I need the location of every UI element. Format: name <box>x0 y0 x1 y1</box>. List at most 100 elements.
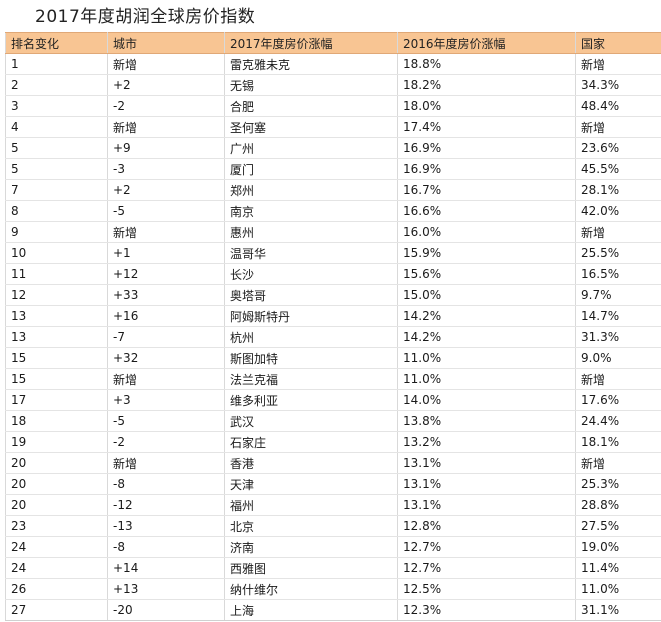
cell-rank-change: 13 <box>5 326 108 348</box>
cell-2017-growth: 上海 <box>224 599 398 621</box>
cell-2016-growth: 18.2% <box>397 74 576 96</box>
cell-city: +33 <box>107 284 225 306</box>
cell-2017-growth: 阿姆斯特丹 <box>224 305 398 327</box>
table-body: 1 新增 雷克雅未克 18.8% 新增 2 +2 无锡 18.2% 34.3% 3 -2 合肥 18.0%… <box>5 53 661 621</box>
table-row: 27 -20 上海 12.3% 31.1% <box>5 599 661 621</box>
cell-rank-change: 8 <box>5 200 108 222</box>
cell-country: 25.3% <box>575 473 661 495</box>
cell-2016-growth: 12.3% <box>397 599 576 621</box>
column-header-rank-change[interactable]: 排名变化 <box>5 32 108 54</box>
cell-country: 24.4% <box>575 410 661 432</box>
column-header-2016-growth[interactable]: 2016年度房价涨幅 <box>397 32 576 54</box>
cell-2017-growth: 福州 <box>224 494 398 516</box>
column-header-city[interactable]: 城市 <box>107 32 225 54</box>
cell-rank-change: 4 <box>5 116 108 138</box>
cell-country: 31.1% <box>575 599 661 621</box>
cell-city: +16 <box>107 305 225 327</box>
cell-country: 16.5% <box>575 263 661 285</box>
cell-rank-change: 3 <box>5 95 108 117</box>
ranking-table: 排名变化 城市 2017年度房价涨幅 2016年度房价涨幅 国家 1 新增 雷克雅未… <box>5 32 661 621</box>
table-row: 15 新增 法兰克福 11.0% 新增 <box>5 368 661 390</box>
cell-city: +9 <box>107 137 225 159</box>
cell-city: +1 <box>107 242 225 264</box>
cell-country: 新增 <box>575 368 661 390</box>
cell-country: 18.1% <box>575 431 661 453</box>
cell-city: 新增 <box>107 53 225 75</box>
column-header-country[interactable]: 国家 <box>575 32 661 54</box>
cell-city: -20 <box>107 599 225 621</box>
cell-city: +12 <box>107 263 225 285</box>
cell-2016-growth: 13.1% <box>397 494 576 516</box>
cell-rank-change: 20 <box>5 494 108 516</box>
cell-2016-growth: 15.6% <box>397 263 576 285</box>
cell-country: 23.6% <box>575 137 661 159</box>
cell-2016-growth: 18.8% <box>397 53 576 75</box>
cell-rank-change: 20 <box>5 473 108 495</box>
cell-2016-growth: 15.0% <box>397 284 576 306</box>
cell-2017-growth: 法兰克福 <box>224 368 398 390</box>
cell-2016-growth: 15.9% <box>397 242 576 264</box>
cell-city: -8 <box>107 473 225 495</box>
cell-2016-growth: 12.8% <box>397 515 576 537</box>
cell-2016-growth: 16.9% <box>397 158 576 180</box>
page-title: 2017年度胡润全球房价指数 <box>35 7 256 27</box>
cell-rank-change: 15 <box>5 368 108 390</box>
cell-rank-change: 2 <box>5 74 108 96</box>
cell-2016-growth: 12.7% <box>397 536 576 558</box>
cell-country: 新增 <box>575 116 661 138</box>
cell-rank-change: 20 <box>5 452 108 474</box>
table-row: 5 +9 广州 16.9% 23.6% <box>5 137 661 159</box>
table-row: 10 +1 温哥华 15.9% 25.5% <box>5 242 661 264</box>
cell-2016-growth: 14.2% <box>397 305 576 327</box>
cell-2016-growth: 11.0% <box>397 368 576 390</box>
cell-rank-change: 5 <box>5 137 108 159</box>
cell-2017-growth: 武汉 <box>224 410 398 432</box>
cell-country: 新增 <box>575 53 661 75</box>
cell-2016-growth: 13.1% <box>397 473 576 495</box>
cell-2017-growth: 北京 <box>224 515 398 537</box>
table-row: 19 -2 石家庄 13.2% 18.1% <box>5 431 661 453</box>
cell-2017-growth: 广州 <box>224 137 398 159</box>
cell-rank-change: 24 <box>5 557 108 579</box>
cell-country: 27.5% <box>575 515 661 537</box>
cell-country: 17.6% <box>575 389 661 411</box>
cell-rank-change: 19 <box>5 431 108 453</box>
cell-2016-growth: 14.2% <box>397 326 576 348</box>
cell-city: +3 <box>107 389 225 411</box>
cell-2016-growth: 16.9% <box>397 137 576 159</box>
table-row: 7 +2 郑州 16.7% 28.1% <box>5 179 661 201</box>
cell-country: 25.5% <box>575 242 661 264</box>
cell-city: +2 <box>107 179 225 201</box>
table-row: 4 新增 圣何塞 17.4% 新增 <box>5 116 661 138</box>
cell-2016-growth: 12.5% <box>397 578 576 600</box>
cell-city: -8 <box>107 536 225 558</box>
table-row: 12 +33 奥塔哥 15.0% 9.7% <box>5 284 661 306</box>
cell-2017-growth: 天津 <box>224 473 398 495</box>
cell-rank-change: 17 <box>5 389 108 411</box>
column-header-2017-growth[interactable]: 2017年度房价涨幅 <box>224 32 398 54</box>
cell-city: -2 <box>107 431 225 453</box>
table-row: 20 -8 天津 13.1% 25.3% <box>5 473 661 495</box>
cell-country: 28.1% <box>575 179 661 201</box>
cell-country: 34.3% <box>575 74 661 96</box>
table-row: 8 -5 南京 16.6% 42.0% <box>5 200 661 222</box>
table-row: 23 -13 北京 12.8% 27.5% <box>5 515 661 537</box>
cell-rank-change: 9 <box>5 221 108 243</box>
cell-rank-change: 27 <box>5 599 108 621</box>
cell-country: 11.4% <box>575 557 661 579</box>
cell-2017-growth: 长沙 <box>224 263 398 285</box>
cell-2017-growth: 无锡 <box>224 74 398 96</box>
cell-country: 11.0% <box>575 578 661 600</box>
cell-2017-growth: 维多利亚 <box>224 389 398 411</box>
cell-2017-growth: 斯图加特 <box>224 347 398 369</box>
cell-2016-growth: 16.0% <box>397 221 576 243</box>
cell-city: +14 <box>107 557 225 579</box>
cell-country: 48.4% <box>575 95 661 117</box>
cell-rank-change: 7 <box>5 179 108 201</box>
cell-2017-growth: 香港 <box>224 452 398 474</box>
cell-country: 9.0% <box>575 347 661 369</box>
table-row: 9 新增 惠州 16.0% 新增 <box>5 221 661 243</box>
table-row: 11 +12 长沙 15.6% 16.5% <box>5 263 661 285</box>
cell-country: 19.0% <box>575 536 661 558</box>
cell-city: -2 <box>107 95 225 117</box>
